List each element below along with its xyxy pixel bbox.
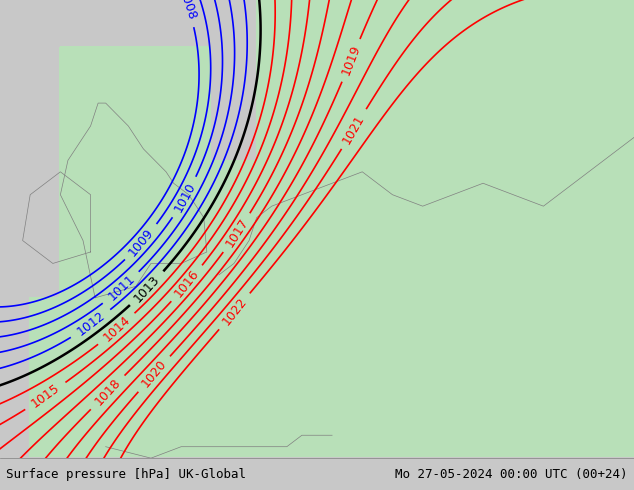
Text: 1021: 1021 <box>340 112 367 146</box>
Text: 1008: 1008 <box>176 0 198 22</box>
Text: 1013: 1013 <box>132 272 162 305</box>
Text: 1017: 1017 <box>223 216 251 250</box>
Text: 1020: 1020 <box>139 358 169 391</box>
Text: 1009: 1009 <box>126 226 157 259</box>
Text: 1016: 1016 <box>172 267 202 300</box>
Text: Surface pressure [hPa] UK-Global: Surface pressure [hPa] UK-Global <box>6 467 247 481</box>
Text: 1022: 1022 <box>219 295 249 328</box>
Text: 1018: 1018 <box>92 376 123 409</box>
Text: 1011: 1011 <box>105 272 138 304</box>
Text: 1014: 1014 <box>101 314 133 344</box>
Text: 1010: 1010 <box>172 180 198 215</box>
Text: 1019: 1019 <box>339 43 363 77</box>
Text: 1012: 1012 <box>75 309 108 339</box>
Text: 1015: 1015 <box>29 382 62 411</box>
Text: Mo 27-05-2024 00:00 UTC (00+24): Mo 27-05-2024 00:00 UTC (00+24) <box>395 467 628 481</box>
